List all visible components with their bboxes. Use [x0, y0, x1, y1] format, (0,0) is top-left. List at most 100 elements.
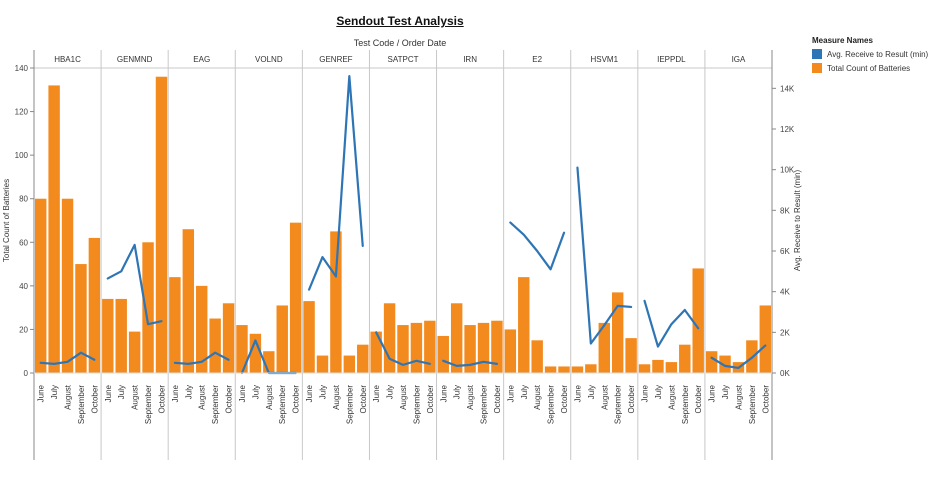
- bar: [464, 325, 476, 373]
- month-label: October: [90, 385, 99, 414]
- month-label: June: [708, 384, 717, 402]
- bar: [276, 305, 288, 373]
- panel-header-ieppdl: IEPPDL: [657, 55, 686, 64]
- month-label: September: [748, 385, 757, 424]
- month-label: July: [117, 385, 126, 399]
- bar: [343, 355, 356, 373]
- avg-line: [173, 351, 230, 365]
- bar: [182, 229, 195, 373]
- month-label: September: [144, 385, 153, 424]
- right-tick-label: 0K: [780, 369, 790, 378]
- bar: [585, 364, 597, 373]
- bar: [330, 231, 342, 373]
- month-label: October: [359, 385, 368, 414]
- legend-swatch-line: [812, 49, 822, 59]
- panel-header-satpct: SATPCT: [388, 55, 419, 64]
- bar: [196, 285, 208, 373]
- legend-swatch-bar: [812, 63, 822, 73]
- month-label: June: [104, 384, 113, 402]
- bar: [665, 362, 678, 373]
- avg-line: [442, 359, 499, 367]
- month-label: July: [587, 385, 596, 399]
- legend-item-total-count[interactable]: Total Count of Batteries: [812, 63, 930, 73]
- bar: [155, 76, 168, 373]
- month-label: September: [77, 385, 86, 424]
- chart-subtitle: Test Code / Order Date: [353, 38, 447, 48]
- panel-header-e2: E2: [532, 55, 542, 64]
- bar: [383, 303, 396, 373]
- month-label: June: [506, 384, 515, 402]
- bar: [450, 303, 463, 373]
- bar: [518, 277, 530, 373]
- avg-line: [576, 166, 633, 345]
- legend: Measure Names Avg. Receive to Result (mi…: [812, 36, 930, 77]
- month-label: October: [426, 385, 435, 414]
- legend-label-avg-receive: Avg. Receive to Result (min): [827, 49, 929, 59]
- legend-label-total-count: Total Count of Batteries: [827, 63, 911, 73]
- bar: [249, 333, 262, 373]
- month-label: August: [332, 384, 341, 410]
- legend-item-avg-receive[interactable]: Avg. Receive to Result (min): [812, 49, 930, 59]
- bar: [679, 344, 691, 373]
- month-label: September: [547, 385, 556, 424]
- legend-title: Measure Names: [812, 36, 873, 45]
- bar: [48, 85, 60, 373]
- panel-header-irn: IRN: [463, 55, 477, 64]
- month-label: June: [641, 384, 650, 402]
- panel-header-eag: EAG: [193, 55, 210, 64]
- bar: [611, 292, 624, 373]
- left-tick-label: 60: [19, 238, 28, 247]
- month-label: August: [600, 384, 609, 410]
- month-label: July: [318, 385, 327, 399]
- bar: [692, 268, 704, 373]
- month-label: June: [305, 384, 314, 402]
- month-label: June: [439, 384, 448, 402]
- bar: [571, 366, 584, 373]
- bar: [531, 340, 543, 373]
- avg-line: [307, 75, 364, 291]
- month-label: August: [265, 384, 274, 410]
- bar: [638, 364, 651, 373]
- month-label: September: [211, 385, 220, 424]
- month-label: July: [386, 385, 395, 399]
- avg-line: [375, 331, 431, 366]
- right-tick-label: 8K: [780, 206, 790, 215]
- bar: [410, 322, 423, 373]
- month-label: June: [171, 384, 180, 402]
- month-label: August: [466, 384, 475, 410]
- left-tick-label: 120: [15, 108, 29, 117]
- month-label: September: [614, 385, 623, 424]
- panel-header-genmnd: GENMND: [117, 55, 153, 64]
- left-tick-label: 40: [19, 282, 28, 291]
- month-label: July: [251, 385, 260, 399]
- month-label: July: [453, 385, 462, 399]
- bar: [115, 298, 127, 373]
- bar: [303, 301, 315, 373]
- bar: [424, 320, 436, 373]
- month-label: August: [533, 384, 542, 410]
- panel-header-volnd: VOLND: [255, 55, 283, 64]
- month-label: October: [225, 385, 234, 414]
- bar: [169, 277, 181, 373]
- month-label: September: [278, 385, 287, 424]
- bar: [544, 366, 557, 373]
- bar: [102, 298, 114, 373]
- bar: [705, 351, 718, 373]
- bar: [236, 325, 248, 373]
- month-label: July: [520, 385, 529, 399]
- month-label: October: [627, 385, 636, 414]
- month-label: June: [37, 384, 46, 402]
- month-label: June: [372, 384, 381, 402]
- month-label: August: [198, 384, 207, 410]
- month-label: August: [667, 384, 676, 410]
- month-label: October: [157, 385, 166, 414]
- bar: [759, 305, 771, 373]
- month-label: June: [238, 384, 247, 402]
- bar: [35, 198, 47, 373]
- bar: [558, 366, 570, 373]
- month-label: September: [681, 385, 690, 424]
- chart-title: Sendout Test Analysis: [336, 14, 464, 28]
- avg-line: [643, 299, 700, 348]
- bar: [652, 359, 664, 373]
- bar: [88, 237, 101, 373]
